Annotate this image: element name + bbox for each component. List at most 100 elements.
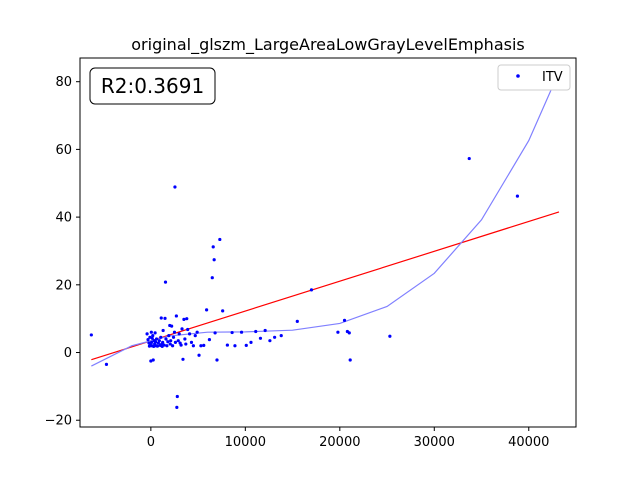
data-point	[182, 317, 186, 321]
r2-annotation: R2:0.3691	[101, 74, 204, 98]
data-point	[199, 344, 203, 348]
data-point	[187, 332, 192, 336]
data-point	[177, 332, 181, 336]
data-point	[207, 338, 212, 342]
data-point	[149, 330, 153, 334]
data-point	[186, 327, 190, 332]
data-point	[89, 333, 93, 337]
x-tick-label: 10000	[225, 435, 266, 450]
data-point	[189, 340, 194, 344]
y-axis: −20 0 20 40 60 80	[45, 75, 80, 429]
data-point	[210, 276, 214, 280]
data-point	[169, 339, 173, 343]
data-point	[279, 334, 283, 338]
data-point	[166, 340, 170, 344]
data-point	[150, 340, 154, 344]
data-point	[161, 340, 165, 344]
data-point	[202, 343, 206, 348]
data-point	[211, 245, 215, 249]
data-point	[104, 362, 109, 366]
data-point	[181, 357, 185, 361]
data-point	[159, 316, 163, 320]
data-point	[173, 340, 178, 344]
data-point	[195, 330, 199, 334]
data-point	[197, 353, 201, 357]
data-point	[215, 358, 219, 362]
data-point	[164, 337, 168, 341]
data-point	[233, 344, 237, 348]
data-point	[342, 318, 347, 322]
data-point	[254, 329, 258, 334]
data-point	[218, 237, 222, 242]
y-tick-label: 60	[55, 143, 72, 158]
y-tick-label: 40	[55, 211, 72, 226]
data-point	[172, 330, 177, 334]
data-point	[467, 156, 471, 161]
legend-label-itv: ITV	[542, 70, 563, 85]
chart-title: original_glszm_LargeAreaLowGrayLevelEmph…	[131, 35, 524, 55]
x-tick-label: 40000	[508, 435, 549, 450]
data-point	[165, 344, 169, 348]
data-point	[388, 334, 392, 338]
polynomial-fit-curve	[91, 76, 558, 367]
data-point	[170, 324, 174, 328]
data-point	[239, 330, 244, 334]
data-point	[175, 405, 179, 409]
data-point	[295, 319, 299, 323]
legend[interactable]: ITV	[497, 64, 571, 91]
data-point	[174, 314, 178, 318]
data-point	[180, 327, 184, 331]
y-tick-label: −20	[45, 414, 72, 429]
data-point	[244, 343, 248, 348]
y-tick-label: 20	[55, 278, 72, 293]
y-tick-label: 0	[64, 346, 72, 361]
data-point	[309, 288, 314, 292]
data-point	[258, 336, 263, 340]
data-point	[263, 328, 267, 333]
data-point	[157, 339, 161, 343]
data-point	[185, 317, 189, 321]
data-point	[171, 335, 176, 339]
r2-annotation-box: R2:0.3691	[89, 67, 216, 105]
data-point	[167, 334, 171, 338]
data-point	[193, 334, 197, 338]
data-point	[153, 331, 157, 335]
data-point	[146, 338, 150, 342]
data-point	[184, 342, 188, 346]
data-point	[150, 336, 154, 340]
plot-area	[89, 69, 560, 409]
data-point	[515, 194, 520, 198]
data-point	[145, 332, 149, 336]
data-point	[151, 334, 155, 338]
data-point	[212, 258, 216, 262]
data-point	[163, 316, 167, 320]
data-point	[176, 339, 180, 343]
data-point	[179, 343, 183, 347]
x-tick-label: 0	[147, 435, 155, 450]
data-point	[191, 344, 195, 348]
data-point	[213, 331, 217, 335]
data-point	[168, 342, 172, 346]
data-point	[173, 185, 177, 189]
data-point	[170, 344, 175, 348]
data-point	[205, 308, 209, 312]
data-point	[153, 340, 158, 344]
data-point	[336, 330, 340, 334]
data-point	[161, 328, 165, 333]
data-point	[151, 358, 155, 362]
data-point	[348, 358, 352, 362]
data-point	[162, 343, 166, 347]
data-point	[175, 394, 179, 399]
data-point	[230, 330, 234, 335]
data-point	[268, 339, 272, 343]
y-tick-label: 80	[55, 75, 72, 90]
data-point	[183, 337, 187, 341]
x-tick-label: 30000	[414, 435, 455, 450]
x-tick-label: 20000	[319, 435, 360, 450]
legend-marker-itv	[516, 74, 520, 78]
data-point	[249, 340, 253, 344]
x-axis: 0 10000 20000 30000 40000	[147, 427, 549, 450]
data-point	[273, 335, 277, 339]
data-point	[163, 280, 168, 284]
